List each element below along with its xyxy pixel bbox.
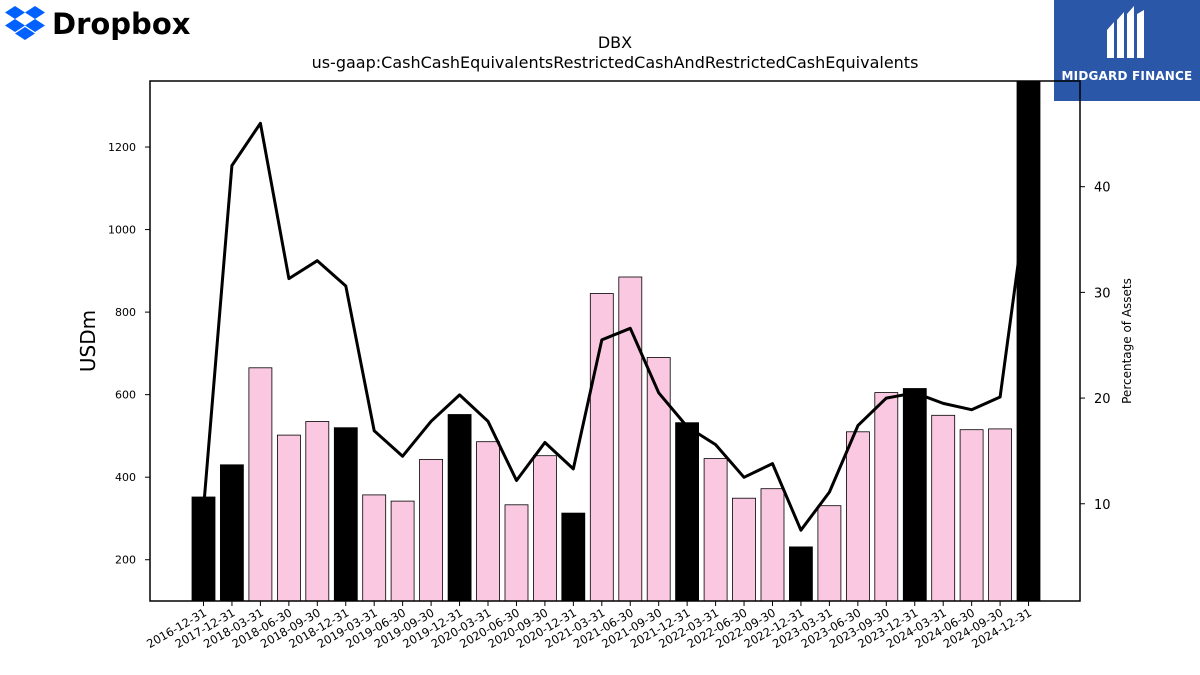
midgard-emblem-icon (1107, 6, 1144, 58)
bar-2022-03-31 (703, 458, 728, 602)
x-axis: 2016-12-312017-12-312018-03-312018-06-30… (144, 601, 1034, 651)
y-tick-label-1200: 1200 (108, 141, 136, 154)
bar-2023-06-30 (846, 431, 870, 602)
y-tick-label-1000: 1000 (108, 224, 136, 237)
bar-2020-12-31 (561, 512, 586, 602)
y2-tick-label-10: 10 (1094, 498, 1111, 513)
y-tick-label-400: 400 (115, 471, 136, 484)
chart-title: DBX (598, 33, 632, 52)
bar-2022-12-31 (789, 546, 813, 602)
bar-2024-09-30 (988, 428, 1012, 602)
plot-frame (149, 80, 1081, 602)
bar-2023-12-31 (902, 388, 927, 602)
y2-tick-label-30: 30 (1094, 286, 1111, 301)
y2-tick-label-40: 40 (1094, 181, 1111, 196)
y-axis-label: USDm (76, 310, 100, 372)
bar-2018-12-31 (333, 427, 358, 602)
bar-2022-09-30 (760, 488, 785, 602)
y-axis-left: 200 400 600 800 1000 1200 (108, 141, 150, 567)
bar-2019-09-30 (419, 458, 444, 602)
y-tick-label-600: 600 (115, 389, 136, 402)
dropbox-logo-text: Dropbox (52, 7, 191, 41)
y-tick-label-200: 200 (115, 554, 136, 567)
bar-2023-09-30 (874, 392, 899, 602)
bar-2023-03-31 (817, 505, 842, 602)
y-axis-right: 10 20 30 40 (1080, 181, 1111, 513)
midgard-finance-logo: MIDGARD FINANCE (1054, 0, 1200, 101)
bar-2018-03-31 (248, 367, 273, 602)
bar-2024-12-31 (1016, 80, 1041, 602)
y2-axis-label: Percentage of Assets (1120, 278, 1134, 404)
bar-2018-09-30 (305, 421, 330, 602)
bar-2018-06-30 (276, 434, 301, 602)
percentage-line (202, 121, 1030, 532)
midgard-finance-text: MIDGARD FINANCE (1061, 69, 1193, 83)
line-series (202, 121, 1030, 532)
y2-tick-label-20: 20 (1094, 392, 1111, 407)
dropbox-logo: Dropbox (4, 4, 194, 42)
bar-2024-06-30 (959, 429, 984, 602)
bar-2019-03-31 (362, 494, 387, 602)
y-tick-label-800: 800 (115, 306, 136, 319)
bar-2021-06-30 (618, 276, 643, 602)
bar-series (191, 80, 1041, 602)
chart-subtitle: us-gaap:CashCashEquivalentsRestrictedCas… (312, 53, 919, 72)
bar-2020-09-30 (533, 455, 557, 602)
bar-2022-06-30 (732, 497, 756, 602)
bar-2021-12-31 (675, 422, 699, 602)
dropbox-icon (5, 6, 45, 40)
bar-2017-12-31 (219, 464, 244, 602)
bar-2020-06-30 (504, 504, 529, 602)
bar-2024-03-31 (931, 414, 956, 602)
bar-2019-06-30 (390, 500, 415, 602)
bar-2020-03-31 (476, 441, 500, 602)
bar-2019-12-31 (447, 414, 472, 602)
bar-2016-12-31 (191, 496, 216, 602)
